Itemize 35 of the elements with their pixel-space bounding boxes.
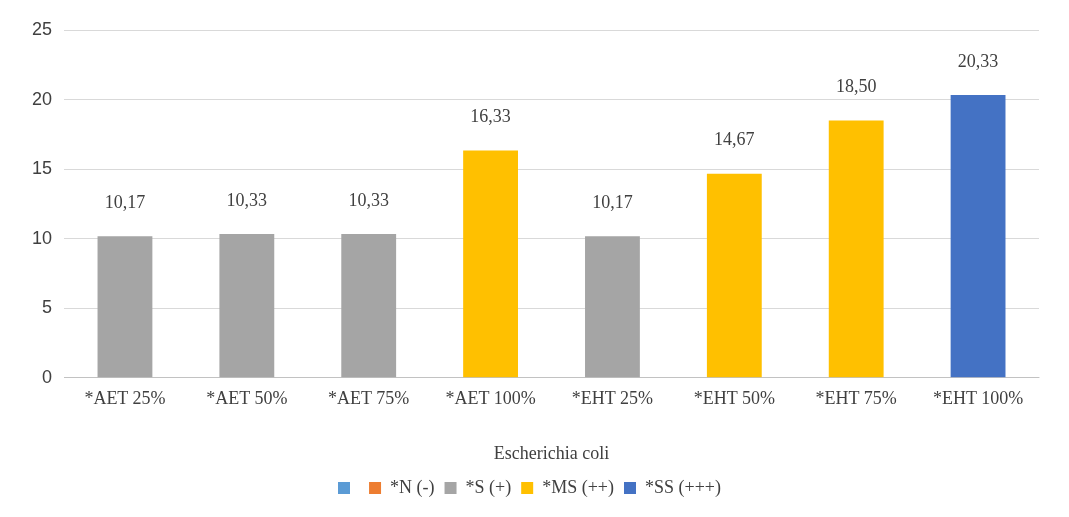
x-axis-title: Escherichia coli xyxy=(493,442,610,463)
data-label: 16,33 xyxy=(470,106,511,127)
y-tick-label: 15 xyxy=(31,158,53,179)
bar xyxy=(585,236,640,378)
legend-label: *N (-) xyxy=(390,476,435,498)
data-label: 10,17 xyxy=(104,192,146,213)
x-tick-label: *EHT 75% xyxy=(815,388,897,409)
bar xyxy=(706,173,762,378)
y-tick-label: 0 xyxy=(42,366,53,387)
bar xyxy=(950,94,1006,378)
data-label: 14,67 xyxy=(714,129,755,150)
data-label: 18,50 xyxy=(835,76,877,97)
x-tick-label: *AET 75% xyxy=(328,388,410,409)
x-tick-label: *AET 25% xyxy=(84,388,166,409)
legend-label: *MS (++) xyxy=(542,476,614,498)
x-tick-label: *EHT 100% xyxy=(932,388,1024,409)
x-tick-label: *AET 50% xyxy=(206,388,288,409)
bar xyxy=(463,150,518,378)
y-tick-label: 25 xyxy=(31,18,53,39)
legend-label: *SS (+++) xyxy=(644,476,721,498)
x-tick-label: *AET 100% xyxy=(445,388,536,409)
bar xyxy=(97,236,153,378)
x-tick-label: *EHT 25% xyxy=(571,388,654,409)
bar xyxy=(828,120,884,378)
data-label: 10,33 xyxy=(348,189,389,210)
data-label: 10,17 xyxy=(592,192,633,213)
legend-label: *S (+) xyxy=(465,476,512,498)
y-tick-label: 5 xyxy=(42,297,53,318)
bar xyxy=(341,234,397,378)
y-tick-label: 20 xyxy=(31,88,53,109)
data-label: 10,33 xyxy=(226,189,268,210)
bar xyxy=(219,234,275,378)
y-tick-label: 10 xyxy=(31,227,53,248)
data-label: 20,33 xyxy=(957,50,999,71)
x-tick-label: *EHT 50% xyxy=(693,388,775,409)
